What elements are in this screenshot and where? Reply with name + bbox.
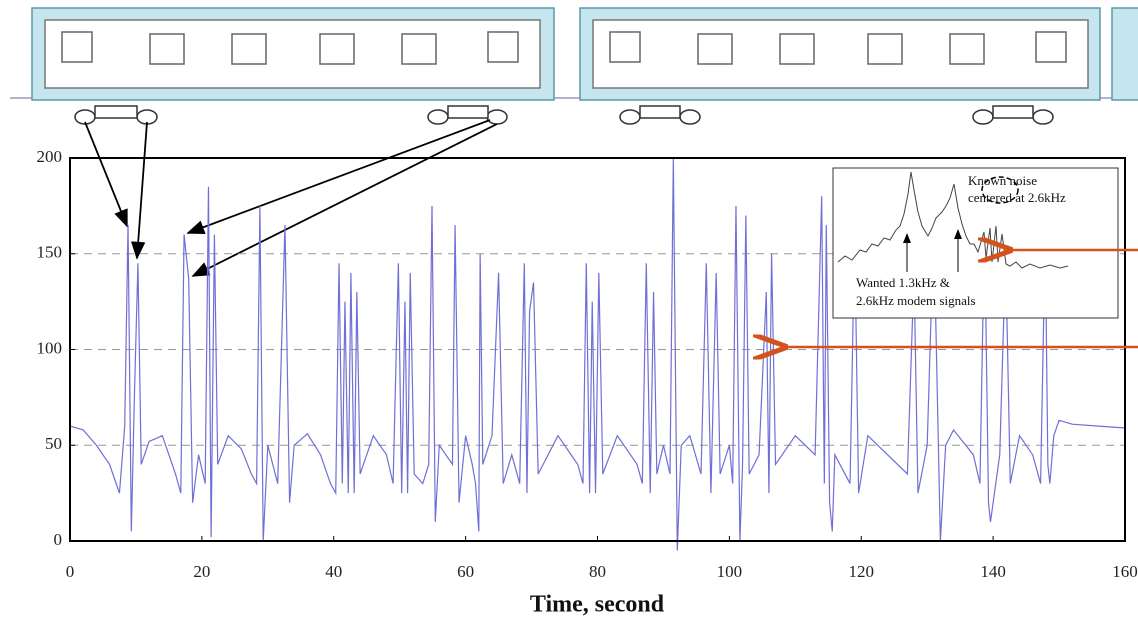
inset: Known noise centered at 2.6kHz Wanted 1.… xyxy=(832,167,1119,319)
annotation: 2.6kHz modem signals xyxy=(856,293,976,308)
x-tick-label: 20 xyxy=(193,562,210,581)
data-line xyxy=(69,157,1126,551)
y-tick-label: 100 xyxy=(37,338,63,357)
x-tick-label: 80 xyxy=(589,562,606,581)
x-tick-label: 120 xyxy=(849,562,875,581)
x-axis-label: Time, second xyxy=(530,592,665,618)
x-tick-label: 100 xyxy=(717,562,743,581)
x-tick-label: 0 xyxy=(66,562,75,581)
highlight-arrows xyxy=(783,250,1138,347)
y-tick-label: 50 xyxy=(45,434,62,453)
pointer-arrows xyxy=(84,119,498,277)
train xyxy=(10,7,1138,125)
annotation: Wanted 1.3kHz & xyxy=(856,275,950,290)
x-tick-label: 40 xyxy=(325,562,342,581)
y-tick-label: 150 xyxy=(37,243,63,262)
x-tick-label: 60 xyxy=(457,562,474,581)
annotation: Known noise xyxy=(968,173,1037,188)
x-tick-label: 140 xyxy=(980,562,1006,581)
y-tick-label: 0 xyxy=(54,530,63,549)
y-tick-label: 200 xyxy=(37,147,63,166)
plot-frame xyxy=(69,157,1126,542)
annotation: centered at 2.6kHz xyxy=(968,190,1066,205)
x-tick-label: 160 xyxy=(1112,562,1138,581)
